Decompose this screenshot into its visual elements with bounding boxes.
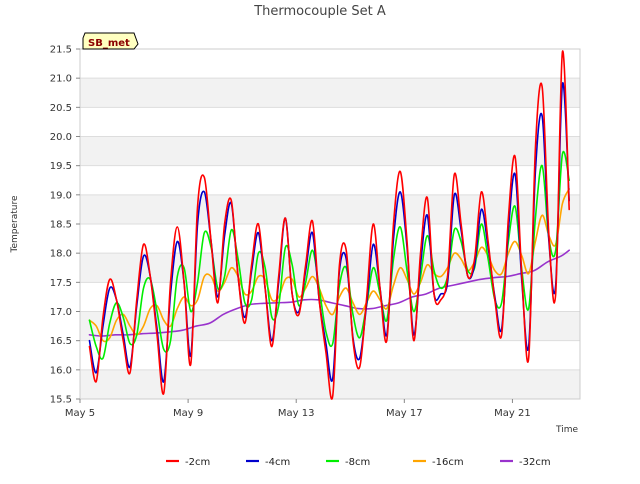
badge-shape [82,32,139,50]
legend: -2cm -4cm -8cm -16cm -32cm [166,457,551,468]
legend-label: -2cm [185,457,210,468]
y-tick-label: 19.0 [50,190,72,201]
y-axis-ticks: 15.5 16.0 16.5 17.0 17.5 18.0 18.5 19.0 19.5 20.0… [50,45,80,406]
x-axis-ticks: May 5 May 9 May 13 May 17 May 21 [65,399,531,419]
series-lines [88,50,570,400]
y-tick-label: 20.0 [50,132,72,143]
y-tick-label: 18.5 [50,220,72,231]
y-axis-title: Temperature [10,195,20,253]
chart-title: Thermocouple Set A [253,4,386,19]
y-tick-label: 17.5 [50,278,72,289]
legend-label: -32cm [519,457,551,468]
legend-label: -16cm [432,457,464,468]
legend-item: -2cm [166,457,210,468]
y-tick-label: 16.5 [50,336,72,347]
legend-label: -8cm [345,457,370,468]
legend-item: -32cm [500,457,551,468]
y-tick-label: 15.5 [50,395,72,406]
y-tick-label: 21.0 [50,74,72,85]
y-tick-label: 18.0 [50,249,72,260]
x-tick-label: May 9 [173,408,203,419]
series-line-32cm [88,249,570,337]
y-tick-label: 17.0 [50,307,72,318]
badge-label: SB_met [88,38,130,49]
background-band [80,136,580,166]
y-tick-label: 16.0 [50,365,72,376]
legend-item: -16cm [413,457,464,468]
site-badge: SB_met [82,32,139,50]
x-axis-title: Time [555,425,578,435]
series-line-16cm [88,188,570,343]
legend-label: -4cm [265,457,290,468]
series-line-2cm [88,50,570,400]
background-band [80,194,580,224]
legend-item: -4cm [246,457,290,468]
y-tick-label: 19.5 [50,161,72,172]
x-tick-label: May 13 [278,408,315,419]
y-tick-label: 20.5 [50,103,72,114]
x-tick-label: May 17 [386,408,423,419]
plot-background-bands [80,78,580,399]
y-tick-label: 21.5 [50,45,72,56]
legend-item: -8cm [326,457,370,468]
background-band [80,78,580,108]
x-tick-label: May 5 [65,408,95,419]
x-tick-label: May 21 [494,408,531,419]
